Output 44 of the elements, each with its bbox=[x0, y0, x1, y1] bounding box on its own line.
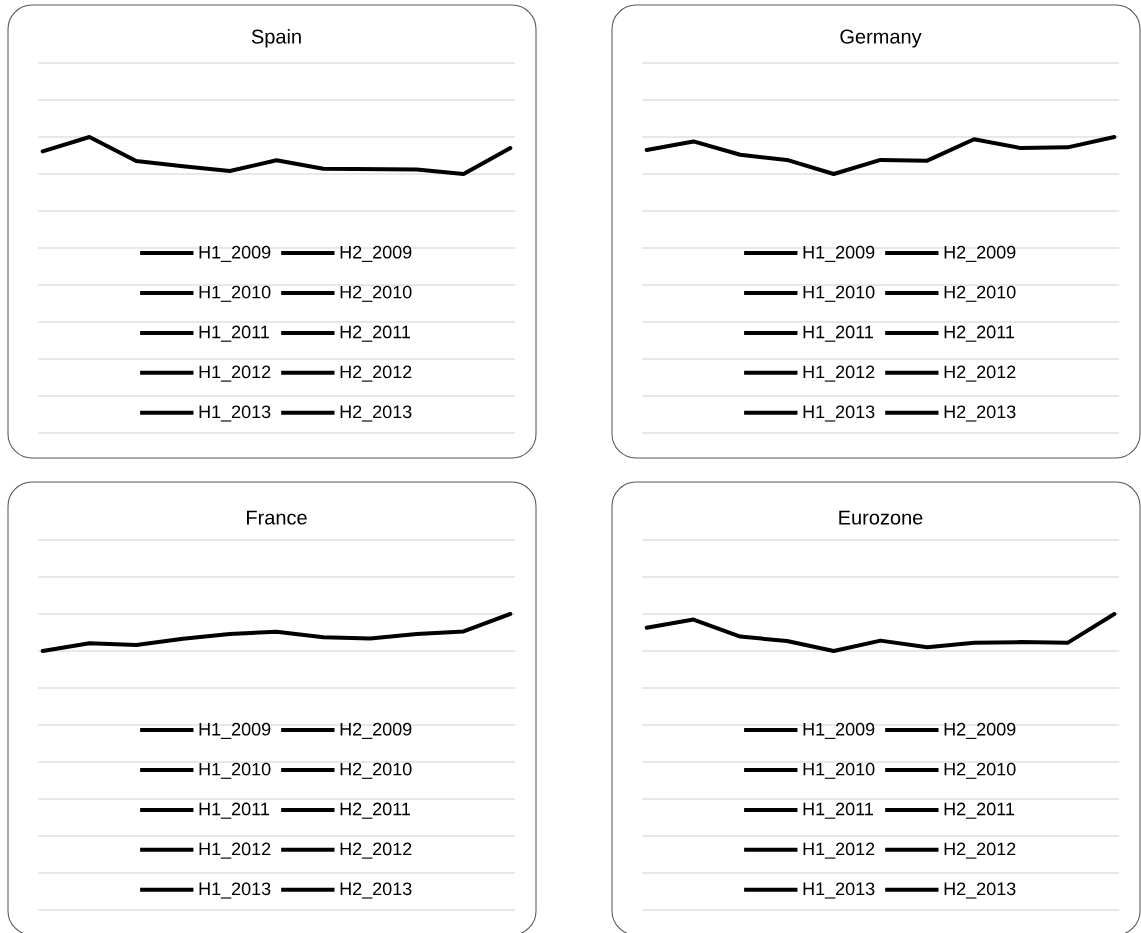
text: H1_2012 bbox=[803, 365, 875, 382]
text: H1_2013 bbox=[803, 882, 875, 899]
text: H1_2009 bbox=[199, 245, 271, 262]
text: H1_2012 bbox=[803, 842, 875, 859]
text: H2_2012 bbox=[944, 842, 1016, 859]
text: H2_2013 bbox=[340, 882, 412, 899]
text: H1_2011 bbox=[199, 325, 269, 342]
text: H1_2011 bbox=[803, 325, 873, 342]
text: H1_2010 bbox=[199, 762, 271, 779]
chart-title: France bbox=[247, 510, 307, 525]
text: H1_2009 bbox=[803, 245, 875, 262]
text: H2_2009 bbox=[944, 722, 1016, 739]
text: H1_2013 bbox=[803, 405, 875, 422]
text: H2_2012 bbox=[340, 365, 412, 382]
text: H2_2009 bbox=[340, 722, 412, 739]
text: H2_2012 bbox=[340, 842, 412, 859]
text: H1_2011 bbox=[199, 802, 269, 819]
text: H2_2010 bbox=[340, 285, 412, 302]
text: H2_2013 bbox=[944, 882, 1016, 899]
text: H2_2011 bbox=[340, 325, 411, 342]
text: H2_2013 bbox=[340, 405, 412, 422]
text: H2_2011 bbox=[944, 325, 1015, 342]
chart-title: Eurozone bbox=[839, 510, 923, 525]
text: H2_2010 bbox=[944, 285, 1016, 302]
text: H1_2009 bbox=[803, 722, 875, 739]
text: H2_2009 bbox=[340, 245, 412, 262]
text: H1_2011 bbox=[803, 802, 873, 819]
text: H1_2010 bbox=[803, 762, 875, 779]
text: H1_2012 bbox=[199, 842, 271, 859]
text: H2_2013 bbox=[944, 405, 1016, 422]
text: H1_2009 bbox=[199, 722, 271, 739]
text: H1_2013 bbox=[199, 882, 271, 899]
text: H2_2010 bbox=[340, 762, 412, 779]
chart-title: Spain bbox=[251, 28, 301, 48]
text: H1_2013 bbox=[199, 405, 271, 422]
text: H2_2009 bbox=[944, 245, 1016, 262]
text: H2_2012 bbox=[944, 365, 1016, 382]
text: H2_2011 bbox=[340, 802, 411, 819]
text: H1_2012 bbox=[199, 365, 271, 382]
text: H1_2010 bbox=[199, 285, 271, 302]
chart-title: Germany bbox=[840, 29, 922, 48]
text: H2_2010 bbox=[944, 762, 1016, 779]
text: H2_2011 bbox=[944, 802, 1015, 819]
text: H1_2010 bbox=[803, 285, 875, 302]
